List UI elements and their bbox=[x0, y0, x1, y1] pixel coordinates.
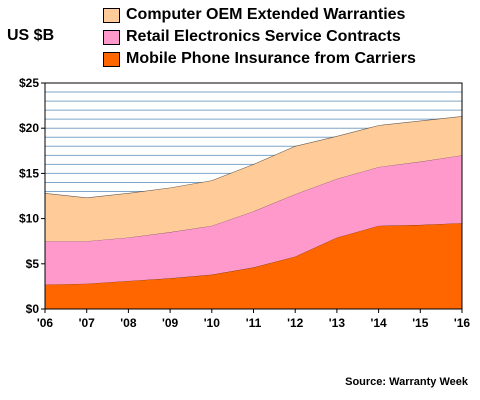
legend-label-retail-contracts: Retail Electronics Service Contracts bbox=[126, 28, 401, 45]
area-series-0 bbox=[45, 223, 462, 309]
x-tick-label: '09 bbox=[162, 316, 179, 330]
legend-swatch-oem-warranties bbox=[103, 7, 120, 23]
y-tick-label: $20 bbox=[19, 121, 39, 135]
y-tick-label: $25 bbox=[19, 76, 39, 90]
area-series-line-2 bbox=[44, 116, 463, 199]
legend-item-mobile-insurance: Mobile Phone Insurance from Carriers bbox=[103, 48, 416, 70]
x-tick-label: '11 bbox=[246, 316, 262, 330]
y-tick-label: $10 bbox=[19, 212, 39, 226]
x-tick-label: '08 bbox=[120, 316, 137, 330]
x-tick-label: '06 bbox=[37, 316, 54, 330]
y-axis-label: US $B bbox=[7, 27, 55, 44]
source-note: Source: Warranty Week bbox=[345, 376, 468, 388]
legend-item-retail-contracts: Retail Electronics Service Contracts bbox=[103, 26, 416, 48]
legend-item-oem-warranties: Computer OEM Extended Warranties bbox=[103, 4, 416, 26]
legend-label-oem-warranties: Computer OEM Extended Warranties bbox=[126, 6, 406, 23]
stacked-areas bbox=[44, 116, 463, 309]
x-tick-label: '13 bbox=[329, 316, 346, 330]
x-tick-label: '15 bbox=[412, 316, 429, 330]
axis-ticks: $0 $5 $10 $15 $20 $25 '06 '07 '08 '09 '10 '11 '12 '13… bbox=[19, 76, 470, 330]
legend-swatch-retail-contracts bbox=[103, 29, 120, 45]
y-tick-label: $0 bbox=[26, 302, 40, 316]
y-tick-label: $5 bbox=[26, 257, 40, 271]
x-tick-label: '16 bbox=[454, 316, 471, 330]
y-tick-label: $15 bbox=[19, 166, 39, 180]
area-series-2 bbox=[45, 116, 462, 242]
legend-label-mobile-insurance: Mobile Phone Insurance from Carriers bbox=[126, 50, 416, 67]
area-series-1 bbox=[45, 155, 462, 285]
x-tick-label: '14 bbox=[370, 316, 387, 330]
x-tick-label: '10 bbox=[204, 316, 221, 330]
legend-swatch-mobile-insurance bbox=[103, 51, 120, 67]
x-tick-label: '12 bbox=[287, 316, 304, 330]
x-tick-label: '07 bbox=[79, 316, 96, 330]
legend: Computer OEM Extended Warranties Retail … bbox=[103, 4, 416, 70]
